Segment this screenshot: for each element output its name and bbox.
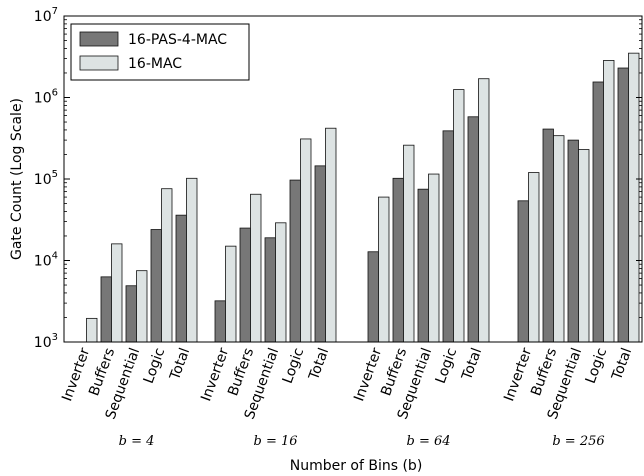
y-tick-label: 107: [34, 6, 58, 25]
bar-pas: [175, 214, 187, 343]
bar-mac: [161, 188, 173, 343]
bar-pas: [542, 128, 554, 343]
bar-mac: [578, 149, 590, 343]
bar-pas: [100, 276, 112, 343]
bar-pas: [264, 237, 276, 343]
bar-mac: [428, 173, 440, 343]
bar-mac: [528, 172, 540, 343]
category-label: Logic: [433, 346, 461, 386]
y-tick-label: 104: [34, 251, 58, 270]
legend-entry: 16-PAS-4-MAC: [128, 32, 227, 48]
bar-mac: [603, 60, 615, 343]
bar-mac: [553, 135, 565, 343]
legend: 16-PAS-4-MAC 16-MAC: [70, 23, 250, 81]
category-label: Total: [459, 346, 486, 383]
category-label: Total: [609, 346, 636, 383]
bar-pas: [592, 81, 604, 343]
bar-pas: [314, 165, 326, 343]
group-label: b = 256: [552, 434, 604, 449]
y-axis-label: Gate Count (Log Scale): [9, 98, 25, 260]
bar-pas: [392, 177, 404, 343]
bar-pas: [150, 229, 162, 343]
bar-mac: [300, 138, 312, 343]
category-label: Inverter: [198, 346, 232, 404]
legend-swatch: [79, 55, 119, 71]
bar-pas: [239, 227, 251, 343]
bar-mac: [453, 89, 465, 343]
bar-mac: [403, 144, 415, 343]
bar-mac: [225, 245, 237, 343]
bar-pas: [567, 139, 579, 343]
bar-mac: [478, 78, 490, 343]
category-label: Total: [306, 346, 333, 383]
bar-pas: [367, 251, 379, 343]
bar-mac: [378, 196, 390, 343]
bar-mac: [86, 317, 98, 343]
group-label: b = 64: [406, 434, 450, 449]
bar-pas: [289, 179, 301, 343]
category-label: Logic: [141, 346, 169, 386]
category-label: Logic: [280, 346, 308, 386]
y-tick-label: 106: [34, 88, 58, 107]
bar-mac: [628, 52, 640, 343]
group-label: b = 16: [253, 434, 297, 449]
category-label: Inverter: [59, 346, 93, 404]
bars-layer: [86, 52, 640, 343]
bar-pas: [125, 285, 137, 343]
y-tick-label: 103: [34, 332, 58, 351]
bar-mac: [111, 243, 123, 343]
bar-mac: [325, 127, 337, 343]
bar-pas: [517, 200, 529, 343]
category-label: Inverter: [351, 346, 385, 404]
y-tick-label: 105: [34, 169, 58, 188]
bar-mac: [250, 193, 262, 343]
bar-pas: [442, 130, 454, 343]
category-label: Logic: [583, 346, 611, 386]
x-axis-label: Number of Bins (b): [290, 458, 423, 474]
category-label: Total: [167, 346, 194, 383]
bar-mac: [186, 177, 198, 343]
bar-mac: [275, 222, 287, 343]
legend-entry: 16-MAC: [128, 56, 182, 72]
bar-mac: [136, 270, 148, 343]
bar-pas: [417, 188, 429, 343]
legend-swatch: [79, 31, 119, 47]
bar-pas: [617, 67, 629, 343]
bar-pas: [467, 116, 479, 343]
bar-pas: [214, 300, 226, 343]
category-label: Inverter: [501, 346, 535, 404]
group-label: b = 4: [119, 434, 155, 449]
